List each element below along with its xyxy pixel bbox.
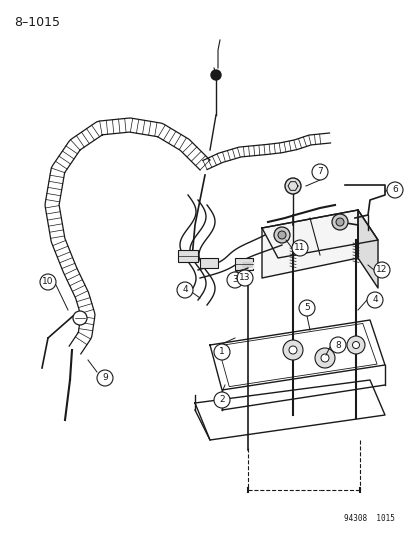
Circle shape (40, 274, 56, 290)
Circle shape (329, 337, 345, 353)
Text: 11: 11 (294, 244, 305, 253)
Circle shape (97, 370, 113, 386)
Text: 9: 9 (102, 374, 108, 383)
Text: 6: 6 (391, 185, 397, 195)
Circle shape (282, 340, 302, 360)
Polygon shape (357, 210, 377, 288)
Circle shape (273, 227, 289, 243)
Circle shape (291, 240, 307, 256)
Circle shape (314, 348, 334, 368)
Text: 12: 12 (375, 265, 387, 274)
Text: 4: 4 (371, 295, 377, 304)
Circle shape (284, 178, 300, 194)
Circle shape (236, 270, 252, 286)
Circle shape (320, 354, 328, 362)
Circle shape (277, 231, 285, 239)
Circle shape (311, 164, 327, 180)
Bar (199, 258, 218, 268)
Circle shape (351, 342, 358, 349)
Circle shape (346, 336, 364, 354)
Polygon shape (261, 210, 377, 258)
Polygon shape (261, 210, 357, 278)
Circle shape (373, 262, 389, 278)
Text: 7: 7 (316, 167, 322, 176)
Circle shape (386, 182, 402, 198)
Circle shape (73, 311, 87, 325)
Circle shape (226, 272, 242, 288)
Text: 94308  1015: 94308 1015 (343, 514, 394, 523)
Text: 4: 4 (182, 286, 188, 295)
Circle shape (177, 282, 192, 298)
Text: 10: 10 (42, 278, 54, 287)
Circle shape (288, 346, 296, 354)
Bar (178, 250, 197, 262)
Text: 1: 1 (218, 348, 224, 357)
Circle shape (335, 218, 343, 226)
Circle shape (211, 70, 221, 80)
Text: 13: 13 (239, 273, 250, 282)
Text: 8: 8 (334, 341, 340, 350)
Text: 8–1015: 8–1015 (14, 16, 60, 29)
Circle shape (214, 344, 230, 360)
Circle shape (298, 300, 314, 316)
Circle shape (366, 292, 382, 308)
Text: 5: 5 (304, 303, 309, 312)
Circle shape (214, 392, 230, 408)
Circle shape (331, 214, 347, 230)
Bar (242, 262, 252, 268)
Bar (235, 258, 252, 270)
Text: 3: 3 (232, 276, 237, 285)
Text: 2: 2 (218, 395, 224, 405)
